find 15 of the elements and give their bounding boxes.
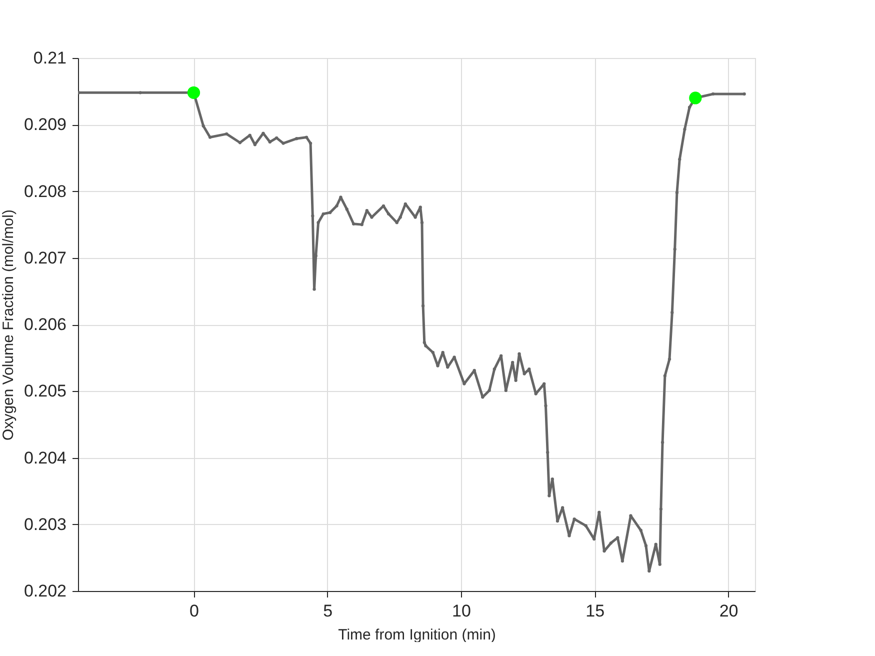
x-tick-label: 5 xyxy=(323,602,333,620)
y-tick-label: 0.203 xyxy=(24,514,66,534)
y-tick-label: 0.208 xyxy=(24,182,66,201)
y-tick-label: 0.202 xyxy=(24,582,66,600)
y-tick-label: 0.206 xyxy=(24,315,66,334)
y-axis-title: Oxygen Volume Fraction (mol/mol) xyxy=(0,210,17,440)
x-tick-label: 0 xyxy=(189,602,199,620)
y-tick-label: 0.207 xyxy=(24,248,66,268)
y-tick-label: 0.205 xyxy=(24,382,66,401)
x-tick-label: 10 xyxy=(452,602,471,620)
y-tick-label: 0.209 xyxy=(24,115,66,134)
x-tick-label: 15 xyxy=(586,602,605,620)
y-tick-label: 0.21 xyxy=(33,48,66,68)
x-tick-label: 20 xyxy=(719,602,738,620)
y-tick-label: 0.204 xyxy=(24,448,66,468)
